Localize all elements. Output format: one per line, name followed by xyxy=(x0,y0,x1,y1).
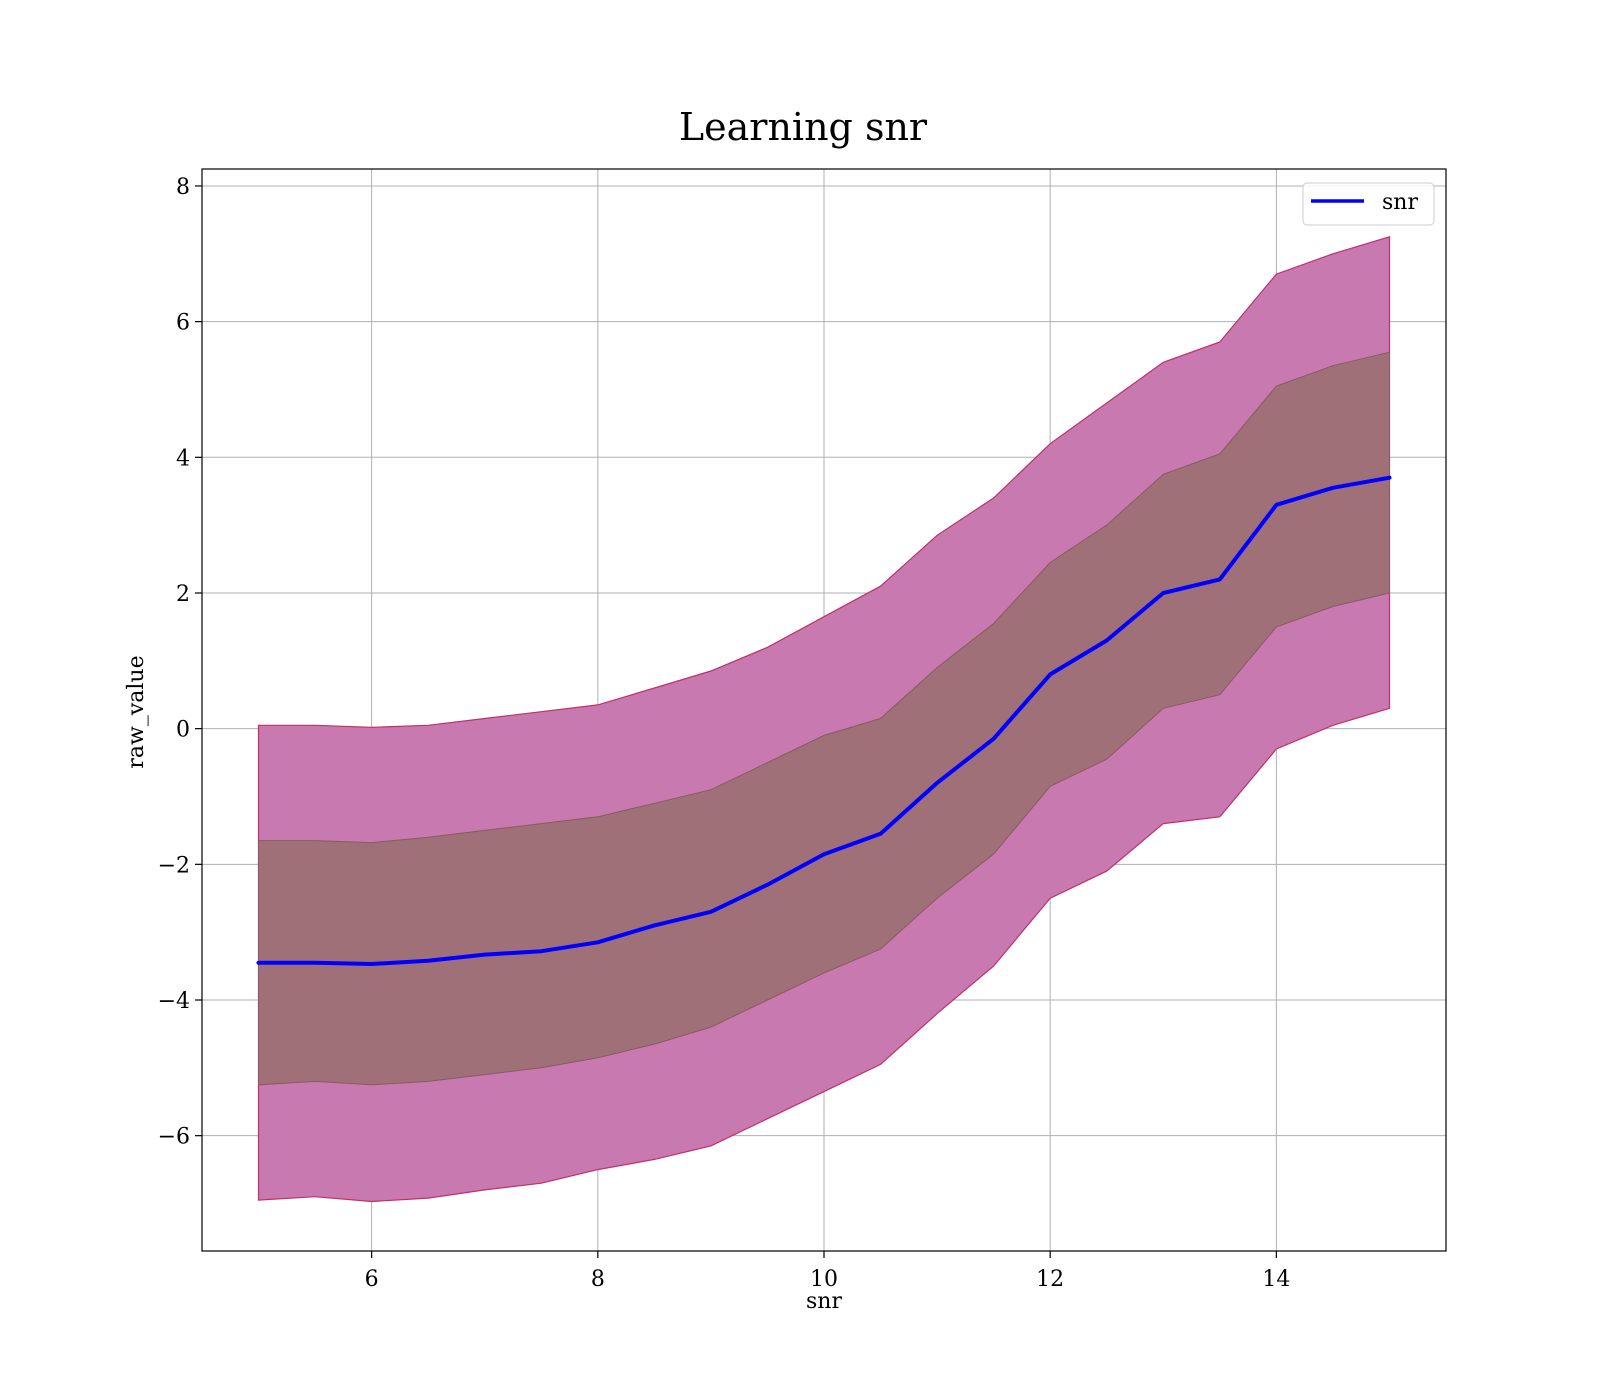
tick-layer: 6 8 10 12 14 −6 −4 −2 0 2 4 6 8 xyxy=(158,175,1291,1292)
y-axis-label: raw_value xyxy=(124,655,149,768)
y-tick-label: −4 xyxy=(158,989,190,1014)
x-tick-label: 10 xyxy=(810,1267,838,1292)
legend: snr xyxy=(1302,182,1435,226)
x-axis-label: snr xyxy=(806,1289,842,1314)
series-line-snr xyxy=(256,475,1392,966)
x-tick-label: 8 xyxy=(591,1267,605,1292)
plot-frame xyxy=(201,168,1447,1252)
y-tick-label: 0 xyxy=(176,718,190,743)
x-tick-label: 14 xyxy=(1262,1267,1290,1292)
y-tick-label: 6 xyxy=(176,311,190,336)
x-tick-label: 12 xyxy=(1036,1267,1064,1292)
inner-confidence-band xyxy=(258,351,1390,1086)
y-tick-label: −6 xyxy=(158,1125,190,1150)
legend-entry-snr: snr xyxy=(1382,190,1418,215)
y-tick-label: 8 xyxy=(176,175,190,200)
x-tick-label: 6 xyxy=(365,1267,379,1292)
y-tick-label: 4 xyxy=(176,446,190,471)
chart-title: Learning snr xyxy=(679,105,928,149)
y-tick-label: 2 xyxy=(176,582,190,607)
y-tick-label: −2 xyxy=(158,853,190,878)
band-layer xyxy=(257,235,1391,1203)
line-layer xyxy=(256,475,1392,966)
legend-box xyxy=(1302,182,1435,226)
